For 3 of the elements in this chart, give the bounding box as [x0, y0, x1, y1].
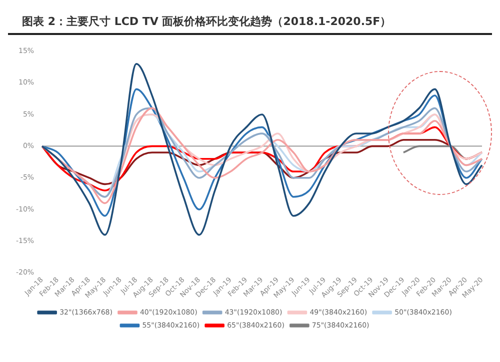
- chart-title: 图表 2：主要尺寸 LCD TV 面板价格环比变化趋势（2018.1-2020.5F）: [8, 8, 492, 35]
- line-series: [41, 62, 483, 236]
- line-series: [41, 88, 483, 217]
